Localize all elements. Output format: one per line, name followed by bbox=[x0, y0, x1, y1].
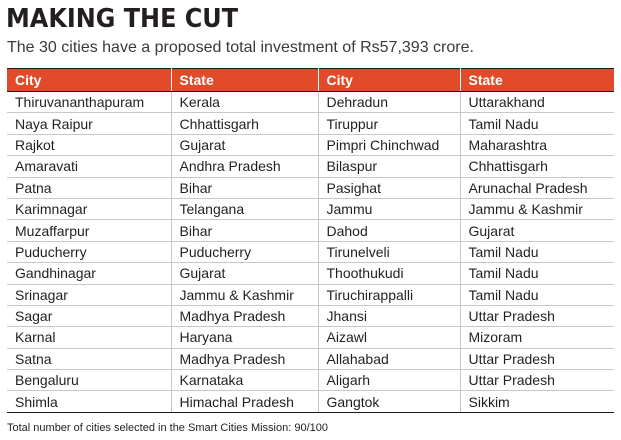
city-cell: Tirunelveli bbox=[318, 241, 461, 264]
city-cell: Pasighat bbox=[318, 177, 461, 199]
state-cell: Tamil Nadu bbox=[460, 112, 614, 135]
city-cell: Srinagar bbox=[7, 284, 172, 306]
city-cell: Karimnagar bbox=[7, 198, 172, 221]
state-cell: Gujarat bbox=[171, 262, 319, 285]
state-cell: Chhattisgarh bbox=[460, 155, 614, 178]
city-cell: Satna bbox=[7, 348, 172, 371]
table-row: Muzaffarpur Bihar Dahod Gujarat bbox=[7, 219, 614, 242]
state-cell: Himachal Pradesh bbox=[171, 390, 319, 413]
state-cell: Andhra Pradesh bbox=[171, 155, 319, 178]
city-cell: Thoothukudi bbox=[318, 262, 461, 285]
state-cell: Tamil Nadu bbox=[460, 262, 614, 285]
state-cell: Madhya Pradesh bbox=[171, 305, 319, 328]
city-cell: Dehradun bbox=[318, 91, 461, 114]
city-cell: Shimla bbox=[7, 390, 172, 413]
column-header-state: State bbox=[460, 68, 614, 92]
page-subtitle: The 30 cities have a proposed total inve… bbox=[7, 39, 474, 56]
state-cell: Mizoram bbox=[460, 326, 614, 349]
state-cell: Jammu & Kashmir bbox=[171, 284, 319, 306]
state-cell: Gujarat bbox=[460, 219, 614, 242]
city-cell: Pimpri Chinchwad bbox=[318, 134, 461, 157]
state-cell: Haryana bbox=[171, 326, 319, 349]
city-cell: Rajkot bbox=[7, 134, 172, 157]
footnote: Total number of cities selected in the S… bbox=[7, 422, 328, 434]
city-cell: Dahod bbox=[318, 219, 461, 242]
table-row: Patna Bihar Pasighat Arunachal Pradesh bbox=[7, 177, 614, 199]
city-cell: Gangtok bbox=[318, 390, 461, 413]
state-cell: Puducherry bbox=[171, 241, 319, 264]
state-cell: Madhya Pradesh bbox=[171, 348, 319, 371]
state-cell: Uttar Pradesh bbox=[460, 369, 614, 392]
table-row: Karnal Haryana Aizawl Mizoram bbox=[7, 326, 614, 349]
state-cell: Sikkim bbox=[460, 390, 614, 413]
state-cell: Kerala bbox=[171, 91, 319, 114]
state-cell: Chhattisgarh bbox=[171, 112, 319, 135]
table-row: Puducherry Puducherry Tirunelveli Tamil Nad… bbox=[7, 241, 614, 264]
table-row: Thiruvananthapuram Kerala Dehradun Uttarakh… bbox=[7, 91, 614, 114]
table-row: Srinagar Jammu & Kashmir Tiruchirappalli Ta… bbox=[7, 284, 614, 306]
state-cell: Telangana bbox=[171, 198, 319, 221]
page-title: MAKING THE CUT bbox=[6, 4, 239, 34]
city-cell: Gandhinagar bbox=[7, 262, 172, 285]
table-row: Karimnagar Telangana Jammu Jammu & Kashmir bbox=[7, 198, 614, 221]
city-cell: Tiruppur bbox=[318, 112, 461, 135]
city-cell: Puducherry bbox=[7, 241, 172, 264]
city-cell: Allahabad bbox=[318, 348, 461, 371]
table-row: Bengaluru Karnataka Aligarh Uttar Pradesh bbox=[7, 369, 614, 392]
city-cell: Jammu bbox=[318, 198, 461, 221]
state-cell: Uttarakhand bbox=[460, 91, 614, 114]
city-cell: Bengaluru bbox=[7, 369, 172, 392]
state-cell: Karnataka bbox=[171, 369, 319, 392]
state-cell: Bihar bbox=[171, 177, 319, 199]
city-cell: Tiruchirappalli bbox=[318, 284, 461, 306]
city-cell: Jhansi bbox=[318, 305, 461, 328]
table-header-row: City State City State bbox=[7, 68, 614, 92]
table-row: Rajkot Gujarat Pimpri Chinchwad Maharashtra bbox=[7, 134, 614, 157]
state-cell: Uttar Pradesh bbox=[460, 305, 614, 328]
city-cell: Thiruvananthapuram bbox=[7, 91, 172, 114]
city-cell: Patna bbox=[7, 177, 172, 199]
city-cell: Karnal bbox=[7, 326, 172, 349]
table-row: Gandhinagar Gujarat Thoothukudi Tamil Nadu bbox=[7, 262, 614, 285]
table-row: Sagar Madhya Pradesh Jhansi Uttar Pradesh bbox=[7, 305, 614, 328]
city-cell: Amaravati bbox=[7, 155, 172, 178]
state-cell: Tamil Nadu bbox=[460, 284, 614, 306]
city-cell: Bilaspur bbox=[318, 155, 461, 178]
state-cell: Bihar bbox=[171, 219, 319, 242]
city-cell: Aizawl bbox=[318, 326, 461, 349]
city-cell: Sagar bbox=[7, 305, 172, 328]
table-row: Shimla Himachal Pradesh Gangtok Sikkim bbox=[7, 390, 614, 413]
city-cell: Naya Raipur bbox=[7, 112, 172, 135]
state-cell: Jammu & Kashmir bbox=[460, 198, 614, 221]
table-row: Naya Raipur Chhattisgarh Tiruppur Tamil Nad… bbox=[7, 112, 614, 135]
state-cell: Uttar Pradesh bbox=[460, 348, 614, 371]
state-cell: Tamil Nadu bbox=[460, 241, 614, 264]
state-cell: Arunachal Pradesh bbox=[460, 177, 614, 199]
state-cell: Maharashtra bbox=[460, 134, 614, 157]
table-row: Amaravati Andhra Pradesh Bilaspur Chhattisg… bbox=[7, 155, 614, 178]
column-header-city: City bbox=[318, 68, 461, 92]
state-cell: Gujarat bbox=[171, 134, 319, 157]
cities-table: City State City State Thiruvananthapuram… bbox=[7, 68, 614, 413]
table-row: Satna Madhya Pradesh Allahabad Uttar Prades… bbox=[7, 348, 614, 371]
column-header-state: State bbox=[171, 68, 319, 92]
city-cell: Muzaffarpur bbox=[7, 219, 172, 242]
city-cell: Aligarh bbox=[318, 369, 461, 392]
table-body: Thiruvananthapuram Kerala Dehradun Uttarakh… bbox=[7, 91, 614, 413]
column-header-city: City bbox=[7, 68, 172, 92]
